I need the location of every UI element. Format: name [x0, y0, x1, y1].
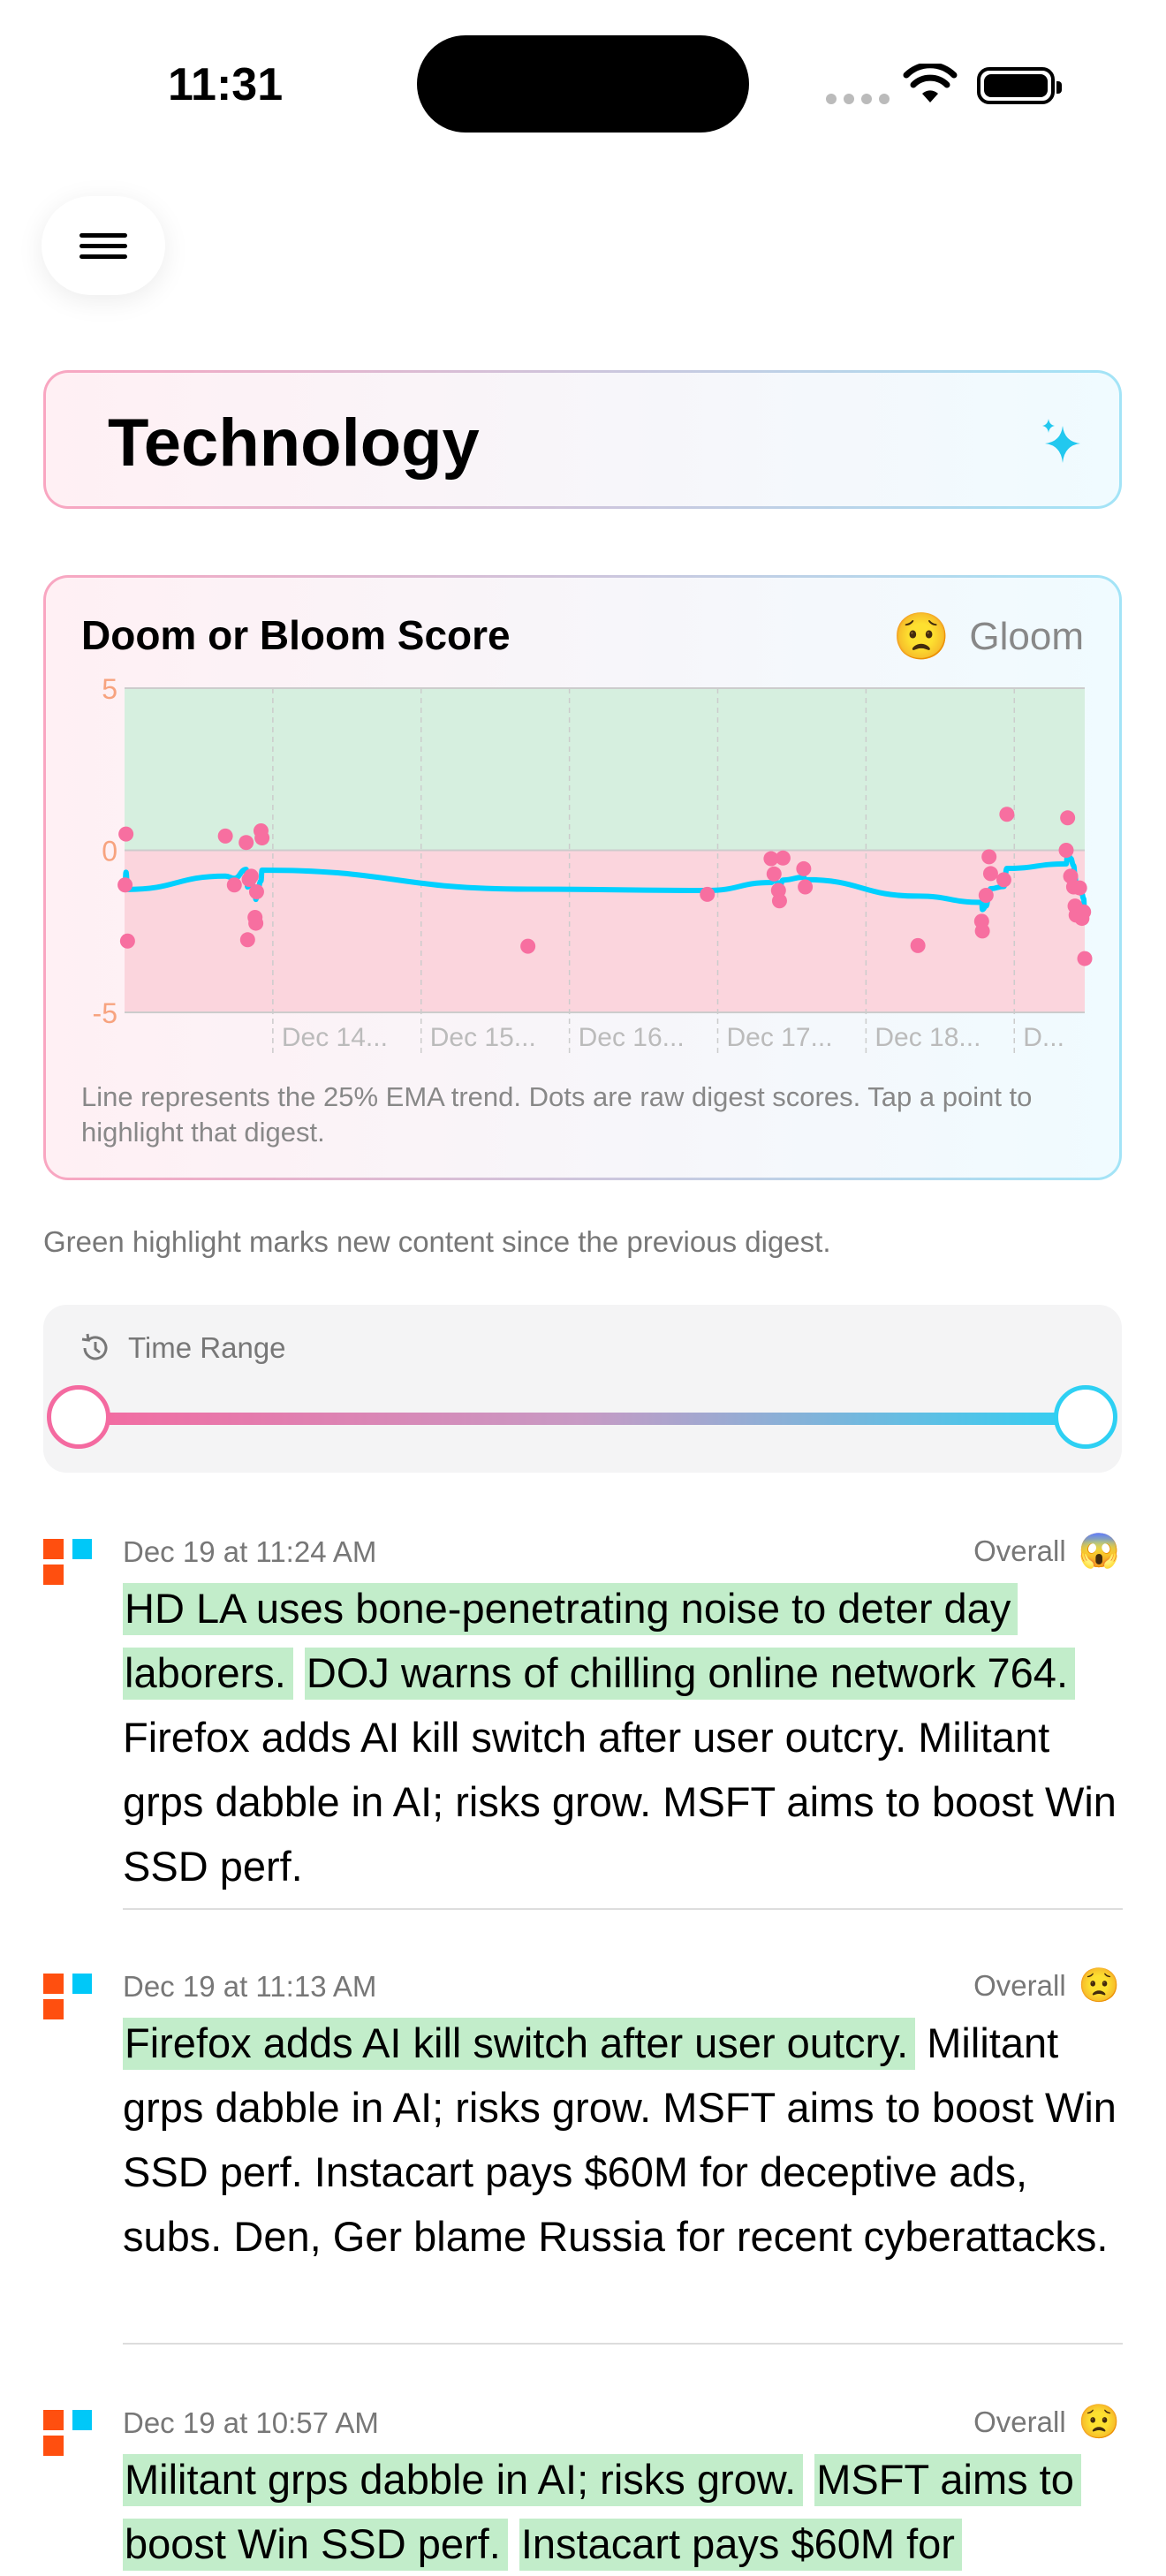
y-tick-label: -5 — [93, 997, 117, 1029]
overall-score: Overall 😱 — [973, 1532, 1120, 1571]
history-icon — [81, 1333, 108, 1360]
time-range-label: Time Range — [128, 1331, 286, 1364]
x-tick-label: Dec 16... — [579, 1023, 685, 1052]
score-dot[interactable] — [771, 893, 787, 909]
new-content-highlight: Instacart pays $60M for — [519, 2519, 962, 2571]
new-content-highlight: Militant grps dabble in AI; risks grow. — [123, 2454, 804, 2506]
score-dot[interactable] — [798, 879, 814, 895]
score-chart[interactable]: Dec 14... Dec 15... Dec 16... Dec 17... Dec … — [46, 578, 1119, 1072]
y-tick-label: 0 — [102, 836, 117, 868]
digest-date: Dec 19 at 10:57 AM — [123, 2406, 379, 2439]
overall-emoji: 😱 — [1078, 1533, 1120, 1570]
mood-label: Gloom — [969, 614, 1084, 658]
score-dot[interactable] — [1060, 810, 1076, 826]
time-range-slider[interactable] — [47, 1385, 1117, 1449]
score-dot[interactable] — [775, 850, 791, 866]
hamburger-icon — [80, 243, 127, 248]
score-dot[interactable] — [996, 872, 1011, 888]
score-dot[interactable] — [243, 868, 259, 884]
category-title: Technology — [108, 405, 480, 481]
score-dot[interactable] — [1071, 880, 1087, 896]
score-dot[interactable] — [1077, 951, 1093, 966]
category-header: Technology — [43, 370, 1122, 509]
time-range-card: Time Range — [43, 1305, 1122, 1473]
score-title: Doom or Bloom Score — [81, 612, 511, 658]
digest-text: Militant grps dabble in AI; risks grow. … — [123, 2447, 1130, 2576]
x-tick-label: D... — [1023, 1023, 1064, 1052]
overall-label: Overall — [973, 1534, 1066, 1567]
x-tick-label: Dec 18... — [874, 1023, 980, 1052]
x-tick-label: Dec 17... — [727, 1023, 833, 1052]
range-end-handle[interactable] — [1054, 1385, 1117, 1449]
score-dot[interactable] — [248, 883, 264, 899]
digest-text: HD LA uses bone-penetrating noise to det… — [123, 1576, 1130, 1898]
battery-icon — [977, 67, 1062, 104]
dynamic-island — [417, 35, 749, 133]
score-dot[interactable] — [910, 937, 926, 953]
score-dot[interactable] — [763, 851, 779, 867]
score-dot[interactable] — [1058, 843, 1074, 858]
score-dot[interactable] — [118, 826, 134, 842]
score-dot[interactable] — [999, 807, 1015, 822]
score-card: Dec 14... Dec 15... Dec 16... Dec 17... Dec … — [43, 575, 1122, 1180]
x-tick-label: Dec 15... — [430, 1023, 536, 1052]
score-dot[interactable] — [119, 933, 135, 949]
digest-segment: Militant grps dabble in AI; risks grow. … — [123, 2019, 1117, 2260]
new-content-highlight: Firefox adds AI kill switch after user o… — [123, 2018, 916, 2070]
positive-zone — [125, 688, 1085, 851]
signal-icon — [826, 94, 890, 104]
score-dot[interactable] — [766, 866, 782, 882]
score-dot[interactable] — [238, 835, 254, 851]
score-dot[interactable] — [978, 888, 994, 904]
source-logo-icon — [43, 1539, 93, 1588]
wifi-icon — [903, 64, 958, 102]
digest-text: Firefox adds AI kill switch after user o… — [123, 2011, 1130, 2269]
x-tick-label: Dec 14... — [282, 1023, 388, 1052]
menu-button[interactable] — [42, 196, 165, 295]
sparkles-icon[interactable] — [1040, 417, 1084, 466]
negative-zone — [125, 850, 1085, 1012]
mood-emoji: 😟 — [892, 611, 950, 663]
range-start-handle[interactable] — [47, 1385, 110, 1449]
divider — [123, 2343, 1123, 2345]
chart-footnote: Line represents the 25% EMA trend. Dots … — [81, 1081, 1033, 1148]
overall-score: Overall 😟 — [973, 2403, 1120, 2442]
source-logo-icon — [43, 2410, 93, 2459]
y-tick-label: 5 — [102, 673, 117, 705]
score-dot[interactable] — [982, 866, 998, 882]
score-dot[interactable] — [248, 915, 264, 931]
score-dot[interactable] — [239, 932, 255, 948]
score-dot[interactable] — [700, 886, 716, 902]
digest-segment: Firefox adds AI kill switch after user o… — [123, 1714, 1117, 1890]
mood-indicator: 😟 Gloom — [893, 610, 1084, 663]
score-dot[interactable] — [1076, 904, 1092, 920]
overall-emoji: 😟 — [1078, 2404, 1120, 2441]
digest-date: Dec 19 at 11:24 AM — [123, 1535, 377, 1568]
highlight-note: Green highlight marks new content since … — [43, 1225, 831, 1258]
score-dot[interactable] — [117, 877, 133, 893]
overall-label: Overall — [973, 2406, 1066, 2438]
overall-label: Overall — [973, 1969, 1066, 2002]
score-dot[interactable] — [520, 938, 536, 954]
divider — [123, 1908, 1123, 1910]
digest-date: Dec 19 at 11:13 AM — [123, 1970, 377, 2003]
status-time: 11:31 — [168, 59, 284, 110]
source-logo-icon — [43, 1974, 93, 2023]
score-dot[interactable] — [226, 877, 242, 893]
time-range-header: Time Range — [79, 1331, 286, 1365]
new-content-highlight: DOJ warns of chilling online network 764… — [304, 1648, 1076, 1700]
score-dot[interactable] — [974, 923, 990, 939]
status-bar: 11:31 — [0, 0, 1166, 141]
score-dot[interactable] — [217, 828, 233, 844]
score-dot[interactable] — [796, 860, 812, 876]
overall-score: Overall 😟 — [973, 1966, 1120, 2005]
overall-emoji: 😟 — [1078, 1967, 1120, 2004]
score-dot[interactable] — [254, 830, 270, 846]
score-dot[interactable] — [981, 849, 997, 865]
